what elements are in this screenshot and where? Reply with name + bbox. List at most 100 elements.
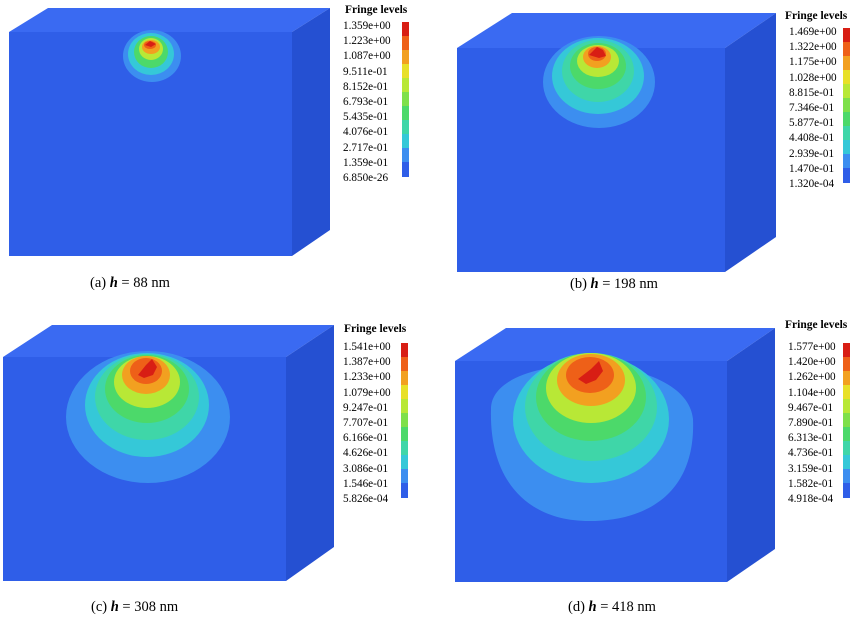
- cube-side-face: [292, 8, 330, 256]
- legend-label: 7.346e-01: [789, 102, 835, 114]
- colorbar-segment: [843, 70, 850, 85]
- legend-label: 7.707e-01: [343, 417, 389, 429]
- colorbar-segment: [401, 455, 408, 470]
- legend-label: 1.320e-04: [789, 178, 835, 190]
- colorbar-segment: [402, 22, 409, 37]
- colorbar-segment: [401, 357, 408, 372]
- colorbar-segment: [843, 154, 850, 169]
- cube-top-face: [3, 325, 334, 357]
- colorbar-segment: [402, 78, 409, 93]
- legend-label: 1.262e+00: [788, 371, 836, 384]
- caption-c: (c) h = 308 nm: [91, 599, 179, 615]
- legend-label: 4.736e-01: [788, 447, 834, 460]
- legend-title: Fringe levels: [785, 10, 848, 22]
- colorbar-segment: [402, 148, 409, 163]
- legend-label: 6.850e-26: [343, 172, 389, 184]
- legend-label: 4.626e-01: [343, 447, 389, 460]
- colorbar-segment: [843, 343, 850, 358]
- stress-contour: [123, 30, 181, 82]
- legend-label: 1.420e+00: [788, 356, 836, 369]
- colorbar-segment: [401, 343, 408, 358]
- stress-cube-c: [3, 325, 334, 581]
- colorbar-segment: [843, 168, 850, 183]
- legend-label: 1.470e-01: [789, 162, 835, 175]
- colorbar-segment: [401, 399, 408, 414]
- legend-label: 4.918e-04: [788, 493, 834, 505]
- colorbar-segment: [402, 50, 409, 65]
- legend-label: 1.469e+00: [789, 26, 837, 38]
- legend-label: 1.582e-01: [788, 477, 834, 490]
- colorbar-segment: [401, 385, 408, 400]
- legend-label: 5.435e-01: [343, 111, 389, 124]
- legend-label: 6.793e-01: [343, 96, 389, 108]
- stress-contour: [543, 36, 655, 128]
- legend-title: Fringe levels: [785, 319, 848, 331]
- legend-label: 1.079e+00: [343, 386, 391, 399]
- legend-label: 1.028e+00: [789, 71, 837, 84]
- colorbar-segment: [843, 441, 850, 456]
- legend-label: 1.546e-01: [343, 477, 389, 490]
- stress-contour: [66, 351, 230, 483]
- colorbar-segment: [843, 42, 850, 57]
- cube-side-face: [725, 13, 776, 272]
- legend-label: 1.359e-01: [343, 156, 389, 169]
- legend-colorbar: [843, 343, 850, 498]
- cube-top-face: [9, 8, 330, 32]
- colorbar-segment: [843, 413, 850, 428]
- legend-label: 3.159e-01: [788, 462, 834, 475]
- panel-d: Fringe levels (d) h = 418 nm 1.577e+00 1.…: [431, 309, 862, 618]
- colorbar-segment: [401, 371, 408, 386]
- legend-label: 2.717e-01: [343, 141, 389, 154]
- legend-title: Fringe levels: [344, 323, 407, 335]
- stress-cube-d: [455, 328, 775, 582]
- panel-a: Fringe levels (a) h = 88 nm 1.359e+00 1.2…: [0, 0, 431, 309]
- legend-colorbar: [843, 28, 850, 183]
- legend-label: 6.313e-01: [788, 432, 834, 445]
- colorbar-segment: [843, 399, 850, 414]
- colorbar-segment: [843, 126, 850, 141]
- panel-b: Fringe levels (b) h = 198 nm 1.469e+00 1.…: [431, 0, 862, 309]
- panel-c: Fringe levels (c) h = 308 nm 1.541e+00 1.…: [0, 309, 431, 618]
- legend-label: 2.939e-01: [789, 147, 835, 160]
- colorbar-segment: [843, 455, 850, 470]
- legend-label: 5.877e-01: [789, 117, 835, 130]
- colorbar-segment: [401, 441, 408, 456]
- legend-label: 9.467e-01: [788, 401, 834, 414]
- cube-top-face: [455, 328, 775, 361]
- stress-cube-a: [9, 8, 330, 256]
- cube-side-face: [727, 328, 775, 582]
- colorbar-segment: [843, 385, 850, 400]
- colorbar-segment: [402, 134, 409, 149]
- legend-label: 3.086e-01: [343, 462, 389, 475]
- legend-label: 4.408e-01: [789, 132, 835, 145]
- caption-a: (a) h = 88 nm: [90, 275, 170, 291]
- colorbar-segment: [843, 140, 850, 155]
- legend-label: 1.541e+00: [343, 341, 391, 353]
- legend-label: 9.511e-01: [343, 65, 388, 78]
- legend-label: 1.359e+00: [343, 20, 391, 32]
- colorbar-segment: [401, 469, 408, 484]
- colorbar-segment: [402, 64, 409, 79]
- legend-label: 5.826e-04: [343, 493, 389, 505]
- colorbar-segment: [843, 427, 850, 442]
- legend-label: 1.577e+00: [788, 341, 836, 353]
- colorbar-segment: [402, 106, 409, 121]
- legend-label: 1.322e+00: [789, 41, 837, 54]
- colorbar-segment: [402, 162, 409, 177]
- colorbar-segment: [843, 84, 850, 99]
- legend-label: 1.104e+00: [788, 386, 836, 399]
- legend-colorbar: [402, 22, 409, 177]
- legend-label: 1.223e+00: [343, 35, 391, 48]
- colorbar-segment: [843, 469, 850, 484]
- colorbar-segment: [843, 357, 850, 372]
- colorbar-segment: [843, 28, 850, 43]
- legend-label: 8.815e-01: [789, 86, 835, 99]
- legend-label: 1.233e+00: [343, 371, 391, 384]
- cube-side-face: [286, 325, 334, 581]
- legend-label: 7.890e-01: [788, 417, 834, 429]
- legend-label: 6.166e-01: [343, 432, 389, 445]
- colorbar-segment: [843, 98, 850, 113]
- colorbar-segment: [401, 413, 408, 428]
- stress-contour: [490, 353, 694, 521]
- caption-b: (b) h = 198 nm: [570, 276, 658, 292]
